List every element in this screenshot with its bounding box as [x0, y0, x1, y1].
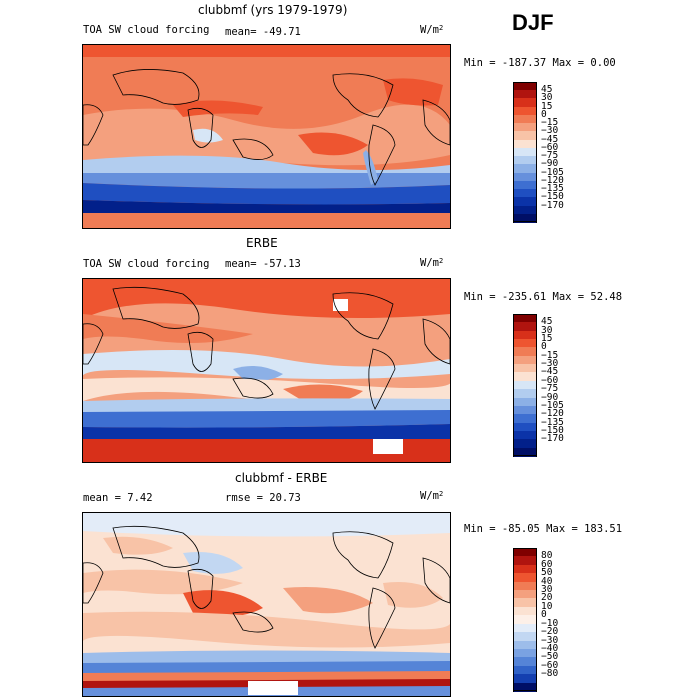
colorbar-tick-label: 30	[541, 324, 553, 336]
panel-1-field-label: TOA SW cloud forcing	[83, 24, 210, 36]
season-title: DJF	[512, 10, 554, 35]
colorbar-tick-label: −45	[541, 133, 559, 145]
colorbar-tick-label: −75	[541, 383, 559, 395]
colorbar-tick-label: −30	[541, 358, 559, 370]
panel-1-title: clubbmf (yrs 1979-1979)	[198, 3, 348, 17]
colorbar-tick-label: −40	[541, 642, 559, 654]
colorbar-tick-label: 0	[541, 341, 547, 353]
panel-2-map	[82, 278, 451, 463]
colorbar-frame	[513, 548, 537, 691]
panel-3-mean: mean = 7.42	[83, 492, 153, 504]
panel-2-minmax: Min = -235.61 Max = 52.48	[464, 291, 623, 303]
colorbar-tick-label: −60	[541, 374, 559, 386]
panel-2-title: ERBE	[246, 236, 278, 250]
panel-2-units: W/m2	[420, 257, 444, 269]
colorbar-tick-label: 80	[541, 550, 553, 562]
colorbar-tick-label: 0	[541, 108, 547, 120]
colorbar-tick-label: −120	[541, 174, 564, 186]
colorbar-tick-label: −120	[541, 408, 564, 420]
colorbar-tick-label: −30	[541, 634, 559, 646]
panel-1-mean: mean= -49.71	[225, 26, 301, 38]
colorbar-tick-label: −45	[541, 366, 559, 378]
colorbar-tick-label: −150	[541, 191, 564, 203]
colorbar-tick-label: −15	[541, 349, 559, 361]
panel-3-colorbar: 80 60 50 40 30 20 10 0 −10 −20 −30 −40 −50 −60 −80	[513, 548, 583, 692]
panel-1-map	[82, 44, 451, 229]
colorbar-tick-label: −105	[541, 399, 564, 411]
colorbar-tick-label: 15	[541, 333, 553, 345]
colorbar-tick-label: −170	[541, 199, 564, 211]
colorbar-tick-label: 0	[541, 609, 547, 621]
panel-2-mean: mean= -57.13	[225, 258, 301, 270]
colorbar-tick-label: −75	[541, 150, 559, 162]
colorbar-tick-label: −20	[541, 626, 559, 638]
panel-2-field-label: TOA SW cloud forcing	[83, 258, 210, 270]
colorbar-tick-label: −10	[541, 617, 559, 629]
colorbar-tick-label: 30	[541, 584, 553, 596]
colorbar-tick-label: −170	[541, 433, 564, 445]
colorbar-tick-label: −105	[541, 166, 564, 178]
colorbar-tick-label: −135	[541, 183, 564, 195]
panel-3-minmax: Min = -85.05 Max = 183.51	[464, 523, 623, 535]
colorbar-tick-label: −15	[541, 117, 559, 129]
colorbar-tick-label: −135	[541, 416, 564, 428]
panel-2-colorbar: 45 30 15 0 −15 −30 −45 −60 −75 −90 −105 −120 −135 −15…	[513, 314, 583, 457]
panel-3-title: clubbmf - ERBE	[235, 471, 328, 485]
colorbar-tick-label: −90	[541, 391, 559, 403]
colorbar-tick-label: 45	[541, 316, 553, 328]
colorbar-tick-label: −50	[541, 651, 559, 663]
panel-3-units: W/m2	[420, 490, 444, 502]
colorbar-frame	[513, 314, 537, 456]
colorbar-tick-label: −90	[541, 158, 559, 170]
panel-1-minmax: Min = -187.37 Max = 0.00	[464, 57, 616, 69]
colorbar-tick-label: −80	[541, 668, 559, 680]
colorbar-tick-label: 20	[541, 592, 553, 604]
colorbar-tick-label: 50	[541, 567, 553, 579]
panel-1-units: W/m2	[420, 24, 444, 36]
colorbar-tick-label: −60	[541, 659, 559, 671]
colorbar-tick-label: 30	[541, 92, 553, 104]
colorbar-frame	[513, 82, 537, 222]
colorbar-tick-label: −60	[541, 141, 559, 153]
colorbar-tick-label: 40	[541, 575, 553, 587]
colorbar-tick-label: −30	[541, 125, 559, 137]
colorbar-tick-label: −150	[541, 424, 564, 436]
panel-3-rmse: rmse = 20.73	[225, 492, 301, 504]
colorbar-tick-label: 60	[541, 558, 553, 570]
colorbar-tick-label: 45	[541, 84, 553, 96]
colorbar-tick-label: 15	[541, 100, 553, 112]
panel-1-colorbar: 45 30 15 0 −15 −30 −45 −60 −75 −90 −105 −120 −135 −15…	[513, 82, 583, 223]
colorbar-tick-label: 10	[541, 600, 553, 612]
panel-3-map	[82, 512, 451, 697]
